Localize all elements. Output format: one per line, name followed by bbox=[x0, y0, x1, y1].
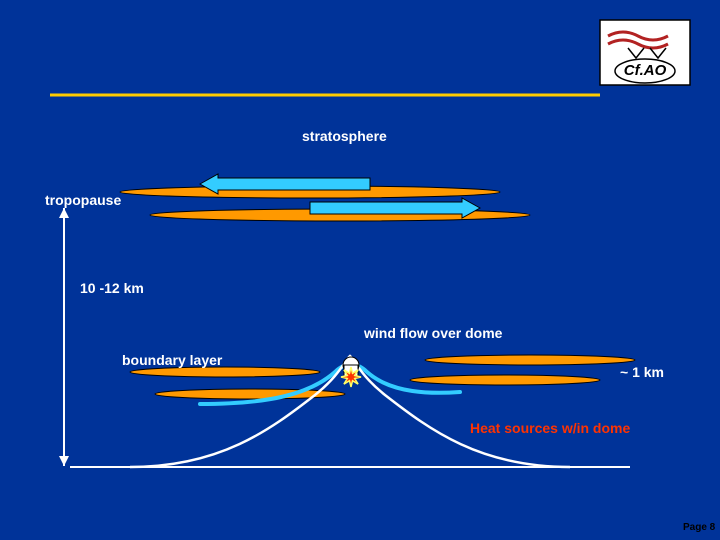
label-alt-bl: ~ 1 km bbox=[620, 364, 664, 380]
label-boundary: boundary layer bbox=[122, 352, 222, 368]
label-stratosphere: stratosphere bbox=[302, 128, 387, 144]
svg-text:Cf.AO: Cf.AO bbox=[624, 62, 667, 79]
diagram-canvas: Cf.AO bbox=[0, 0, 720, 540]
label-tropopause: tropopause bbox=[45, 192, 121, 208]
label-wind-over-dome: wind flow over dome bbox=[364, 325, 502, 341]
label-page: Page 8 bbox=[683, 522, 715, 533]
label-alt-tropo: 10 -12 km bbox=[80, 280, 144, 296]
label-heat: Heat sources w/in dome bbox=[470, 420, 630, 436]
